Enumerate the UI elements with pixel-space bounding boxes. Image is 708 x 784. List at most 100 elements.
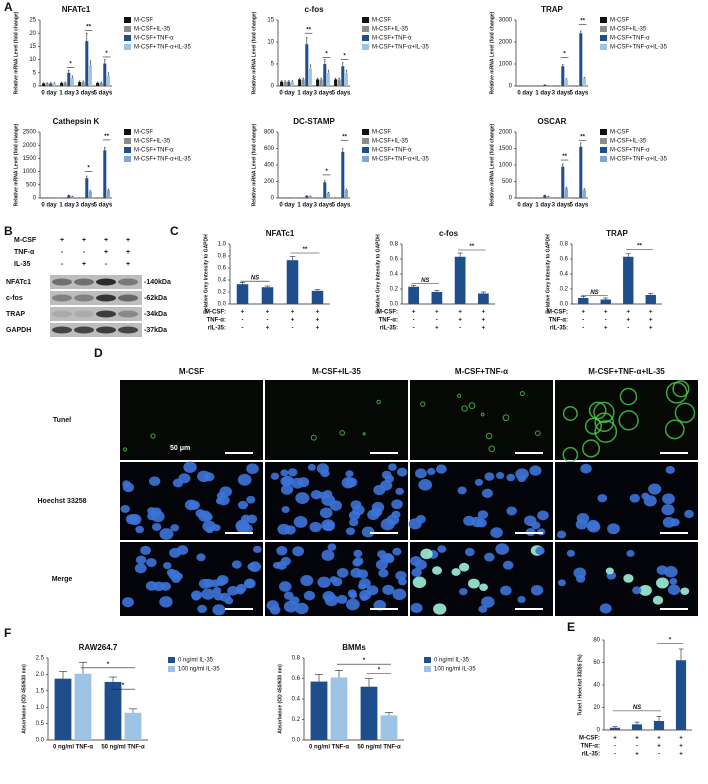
panel-label: F — [4, 626, 11, 640]
error-bar — [562, 64, 564, 67]
x-tick-label: 5 days — [94, 91, 113, 97]
bar — [454, 256, 466, 304]
condition-value: + — [649, 310, 653, 316]
bar — [78, 82, 82, 86]
cell — [562, 405, 578, 421]
condition-value: + — [316, 310, 320, 316]
y-tick-label: 5 — [271, 62, 275, 68]
y-tick-label: 0.6 — [560, 257, 569, 263]
cell — [134, 563, 147, 574]
cell — [219, 486, 232, 497]
error-bar — [104, 147, 106, 151]
y-tick-label: 0.8 — [390, 242, 399, 248]
y-tick-label: 800 — [264, 130, 275, 136]
error-bar — [89, 60, 92, 65]
bar — [67, 195, 71, 198]
error-bar — [71, 75, 74, 79]
cell — [593, 401, 615, 424]
cell — [128, 514, 142, 526]
micrograph — [120, 380, 263, 460]
blot-band — [118, 326, 138, 334]
legend-label: M-CSF+TNF-α+IL-35 — [610, 157, 667, 163]
y-tick-label: 0.2 — [292, 717, 301, 723]
cell — [382, 584, 395, 595]
y-tick-label: 1.0 — [218, 242, 227, 248]
error-bar — [342, 148, 344, 152]
cell — [471, 516, 484, 528]
cell — [665, 465, 675, 474]
cell — [464, 547, 475, 557]
cell — [588, 401, 607, 420]
bar — [49, 83, 53, 86]
cell — [495, 471, 505, 480]
legend-swatch — [362, 35, 369, 41]
error-bar — [59, 671, 67, 679]
y-tick-label: 1000 — [499, 62, 513, 68]
significance-label: NS — [633, 705, 641, 711]
cell — [227, 585, 239, 596]
legend-swatch — [168, 657, 175, 663]
cell — [321, 549, 335, 561]
cell — [502, 414, 510, 422]
cell — [575, 519, 588, 530]
significance-label: * — [325, 51, 328, 57]
condition-value: + — [458, 318, 462, 324]
cell — [480, 412, 485, 417]
blot-band — [52, 326, 72, 334]
error-bar — [334, 77, 337, 80]
legend-swatch — [124, 17, 131, 23]
chart-title: BMMs — [342, 643, 366, 652]
cell — [437, 545, 447, 553]
cell — [418, 479, 433, 491]
blot-band — [52, 310, 72, 318]
row-label: Tunel — [53, 417, 71, 424]
bar — [561, 66, 565, 86]
legend-label: M-CSF — [134, 130, 153, 136]
cell — [597, 494, 608, 503]
bar — [106, 190, 110, 198]
cell — [481, 596, 495, 608]
cell — [383, 554, 395, 564]
cell — [349, 518, 359, 527]
cell — [278, 581, 292, 592]
cell — [396, 467, 408, 477]
bar — [283, 81, 287, 86]
cell — [316, 463, 329, 474]
condition-value: + — [458, 310, 462, 316]
y-tick-label: 0.8 — [560, 242, 569, 248]
cell — [323, 521, 335, 532]
condition-value: - — [582, 318, 584, 324]
error-bar — [50, 82, 52, 84]
bar — [290, 81, 294, 86]
error-bar — [580, 30, 582, 34]
cell — [495, 543, 510, 555]
cell — [168, 569, 181, 580]
significance-label: * — [107, 662, 110, 668]
cell — [415, 515, 426, 524]
cell — [562, 446, 579, 463]
bar — [609, 727, 621, 730]
condition-label: M-CSF: — [205, 310, 226, 316]
cell — [684, 509, 694, 519]
row-label: Merge — [52, 576, 73, 583]
legend-swatch — [600, 35, 607, 41]
cell — [300, 574, 314, 587]
y-tick-label: 80 — [593, 638, 600, 644]
bar — [81, 82, 85, 86]
y-tick-label: 20 — [29, 31, 36, 37]
cell — [289, 596, 300, 605]
cell — [584, 417, 602, 435]
bar — [543, 195, 547, 198]
blot-condition-label: M-CSF — [14, 237, 37, 244]
cell — [395, 570, 407, 581]
condition-value: - — [267, 318, 269, 324]
y-tick-label: 5 — [33, 70, 37, 76]
condition-value: - — [413, 326, 415, 332]
cell — [500, 585, 512, 596]
legend-swatch — [362, 129, 369, 135]
cell — [566, 549, 575, 557]
error-bar — [86, 32, 88, 42]
error-bar — [324, 59, 326, 64]
condition-value: - — [459, 326, 461, 332]
cell — [212, 604, 226, 616]
